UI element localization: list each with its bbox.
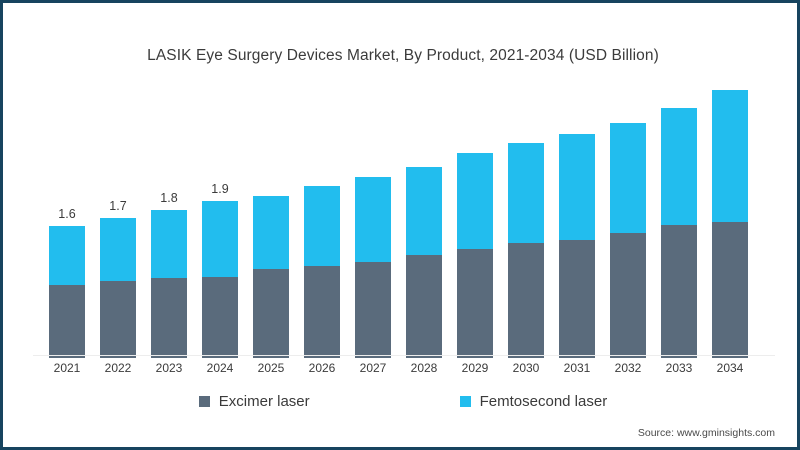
x-axis-line bbox=[33, 355, 775, 356]
source-attribution: Source: www.gminsights.com bbox=[637, 427, 775, 439]
x-axis-tick-label: 2022 bbox=[104, 361, 132, 375]
bar-group[interactable] bbox=[304, 186, 340, 358]
bar-segment-excimer-laser[interactable] bbox=[406, 255, 442, 358]
x-axis-tick-label: 2029 bbox=[461, 361, 489, 375]
bar-group[interactable] bbox=[253, 196, 289, 358]
bar-segment-excimer-laser[interactable] bbox=[202, 277, 238, 358]
bar-segment-femtosecond-laser[interactable] bbox=[712, 90, 748, 222]
bar-group[interactable] bbox=[406, 167, 442, 358]
bar-segment-excimer-laser[interactable] bbox=[253, 269, 289, 358]
bar-group[interactable] bbox=[610, 123, 646, 358]
x-axis-tick-label: 2026 bbox=[308, 361, 336, 375]
bar-segment-femtosecond-laser[interactable] bbox=[304, 186, 340, 266]
bar-segment-excimer-laser[interactable] bbox=[661, 225, 697, 358]
bar-segment-excimer-laser[interactable] bbox=[304, 266, 340, 358]
bar-segment-excimer-laser[interactable] bbox=[508, 243, 544, 358]
bar-group[interactable] bbox=[712, 90, 748, 358]
x-axis-tick-label: 2028 bbox=[410, 361, 438, 375]
bar-segment-excimer-laser[interactable] bbox=[457, 249, 493, 358]
bar-segment-femtosecond-laser[interactable] bbox=[202, 201, 238, 277]
bar-group[interactable]: 1.8 bbox=[151, 191, 187, 358]
legend-swatch-excimer-laser bbox=[198, 396, 210, 407]
bar-segment-femtosecond-laser[interactable] bbox=[610, 123, 646, 233]
bar-group[interactable] bbox=[559, 134, 595, 358]
bar-segment-excimer-laser[interactable] bbox=[49, 285, 85, 358]
x-axis-tick-label: 2033 bbox=[665, 361, 693, 375]
legend-item-femtosecond-laser[interactable]: Femtosecond laser bbox=[459, 393, 608, 410]
x-axis-tick-label: 2027 bbox=[359, 361, 387, 375]
x-axis-tick-label: 2025 bbox=[257, 361, 285, 375]
legend-label-excimer-laser: Excimer laser bbox=[218, 393, 310, 410]
bar-segment-femtosecond-laser[interactable] bbox=[253, 196, 289, 269]
bar-group[interactable] bbox=[457, 153, 493, 358]
x-axis-tick-label: 2034 bbox=[716, 361, 744, 375]
x-axis-tick-label: 2023 bbox=[155, 361, 183, 375]
x-axis-tick-label: 2031 bbox=[563, 361, 591, 375]
bar-segment-femtosecond-laser[interactable] bbox=[661, 108, 697, 225]
bar-segment-excimer-laser[interactable] bbox=[100, 281, 136, 358]
bar-group[interactable]: 1.7 bbox=[100, 199, 136, 358]
chart-legend: Excimer laser Femtosecond laser bbox=[3, 393, 797, 410]
bar-segment-femtosecond-laser[interactable] bbox=[355, 177, 391, 262]
bar-group[interactable]: 1.6 bbox=[49, 207, 85, 358]
bar-segment-femtosecond-laser[interactable] bbox=[100, 218, 136, 281]
bar-segment-excimer-laser[interactable] bbox=[610, 233, 646, 358]
x-axis-tick-label: 2030 bbox=[512, 361, 540, 375]
legend-label-femtosecond-laser: Femtosecond laser bbox=[479, 393, 608, 410]
bar-group[interactable] bbox=[508, 143, 544, 358]
legend-item-excimer-laser[interactable]: Excimer laser bbox=[198, 393, 310, 410]
bar-value-label: 1.8 bbox=[160, 191, 178, 205]
bar-segment-femtosecond-laser[interactable] bbox=[559, 134, 595, 240]
bar-segment-excimer-laser[interactable] bbox=[355, 262, 391, 358]
bar-segment-excimer-laser[interactable] bbox=[559, 240, 595, 358]
bar-segment-femtosecond-laser[interactable] bbox=[49, 226, 85, 285]
bar-segment-femtosecond-laser[interactable] bbox=[457, 153, 493, 249]
bar-value-label: 1.7 bbox=[109, 199, 127, 213]
bar-segment-excimer-laser[interactable] bbox=[151, 278, 187, 358]
chart-title: LASIK Eye Surgery Devices Market, By Pro… bbox=[147, 47, 659, 64]
plot-area: 1.6 1.7 1.8 1.9 bbox=[33, 83, 773, 358]
bar-group[interactable]: 1.9 bbox=[202, 182, 238, 358]
x-axis-tick-label: 2024 bbox=[206, 361, 234, 375]
bar-segment-femtosecond-laser[interactable] bbox=[508, 143, 544, 243]
bar-segment-femtosecond-laser[interactable] bbox=[151, 210, 187, 278]
bar-value-label: 1.6 bbox=[58, 207, 76, 221]
x-axis-tick-label: 2032 bbox=[614, 361, 642, 375]
x-axis-tick-label: 2021 bbox=[53, 361, 81, 375]
bar-group[interactable] bbox=[661, 108, 697, 358]
legend-swatch-femtosecond-laser bbox=[459, 396, 471, 407]
bar-value-label: 1.9 bbox=[211, 182, 229, 196]
bar-segment-femtosecond-laser[interactable] bbox=[406, 167, 442, 255]
bar-segment-excimer-laser[interactable] bbox=[712, 222, 748, 358]
bar-group[interactable] bbox=[355, 177, 391, 358]
